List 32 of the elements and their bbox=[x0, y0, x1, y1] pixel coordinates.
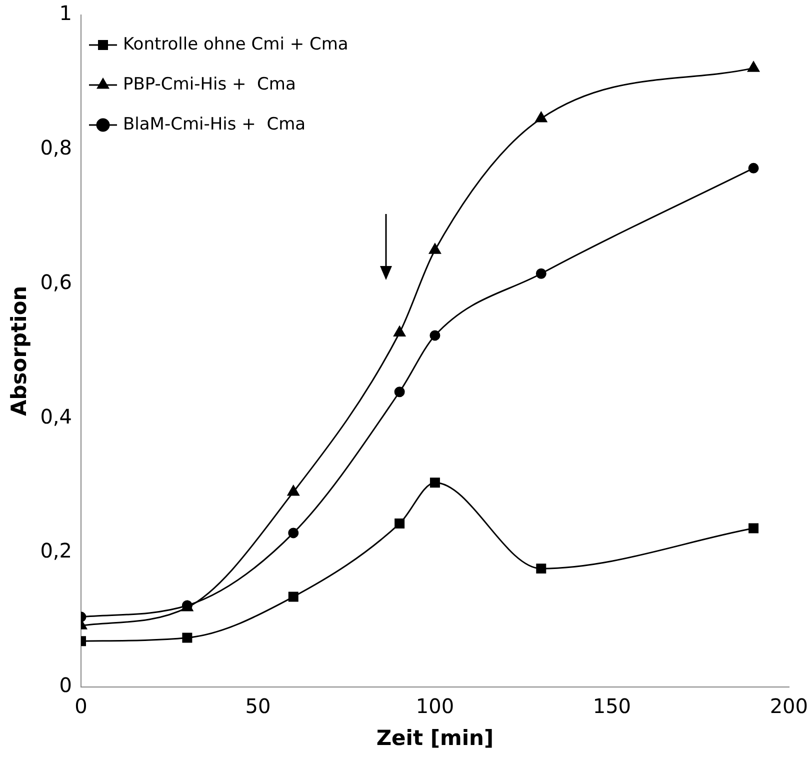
legend-label: BlaM-Cmi-His + Cma bbox=[123, 114, 306, 134]
point bbox=[536, 268, 546, 279]
x-tick-label: 50 bbox=[245, 694, 271, 718]
point bbox=[536, 564, 546, 574]
point bbox=[288, 592, 298, 602]
point bbox=[748, 162, 759, 174]
x-axis-title: Zeit [min] bbox=[376, 726, 494, 750]
point bbox=[394, 518, 405, 529]
y-tick-label: 0,2 bbox=[40, 538, 72, 563]
legend-label: PBP-Cmi-His + Cma bbox=[123, 74, 296, 94]
y-tick-label: 0,8 bbox=[40, 136, 72, 160]
y-axis-title: Absorption bbox=[7, 286, 32, 416]
point bbox=[748, 523, 759, 534]
y-tick-label: 1 bbox=[59, 1, 72, 26]
y-tick-label: 0,6 bbox=[40, 270, 72, 294]
point bbox=[394, 386, 405, 398]
x-tick-label: 100 bbox=[416, 694, 454, 718]
legend-label: Kontrolle ohne Cmi + Cma bbox=[123, 34, 348, 54]
point bbox=[748, 61, 760, 72]
y-tick-label: 0,4 bbox=[40, 404, 72, 428]
point bbox=[430, 478, 440, 488]
point bbox=[288, 528, 299, 538]
point bbox=[429, 243, 441, 254]
y-tick-label: 0 bbox=[59, 673, 72, 698]
point bbox=[394, 326, 406, 337]
x-tick-label: 0 bbox=[74, 694, 88, 718]
point bbox=[535, 112, 548, 122]
point bbox=[287, 485, 300, 496]
point bbox=[430, 330, 440, 341]
point bbox=[182, 632, 192, 643]
x-tick-label: 150 bbox=[592, 694, 632, 718]
x-tick-label: 200 bbox=[770, 694, 808, 718]
